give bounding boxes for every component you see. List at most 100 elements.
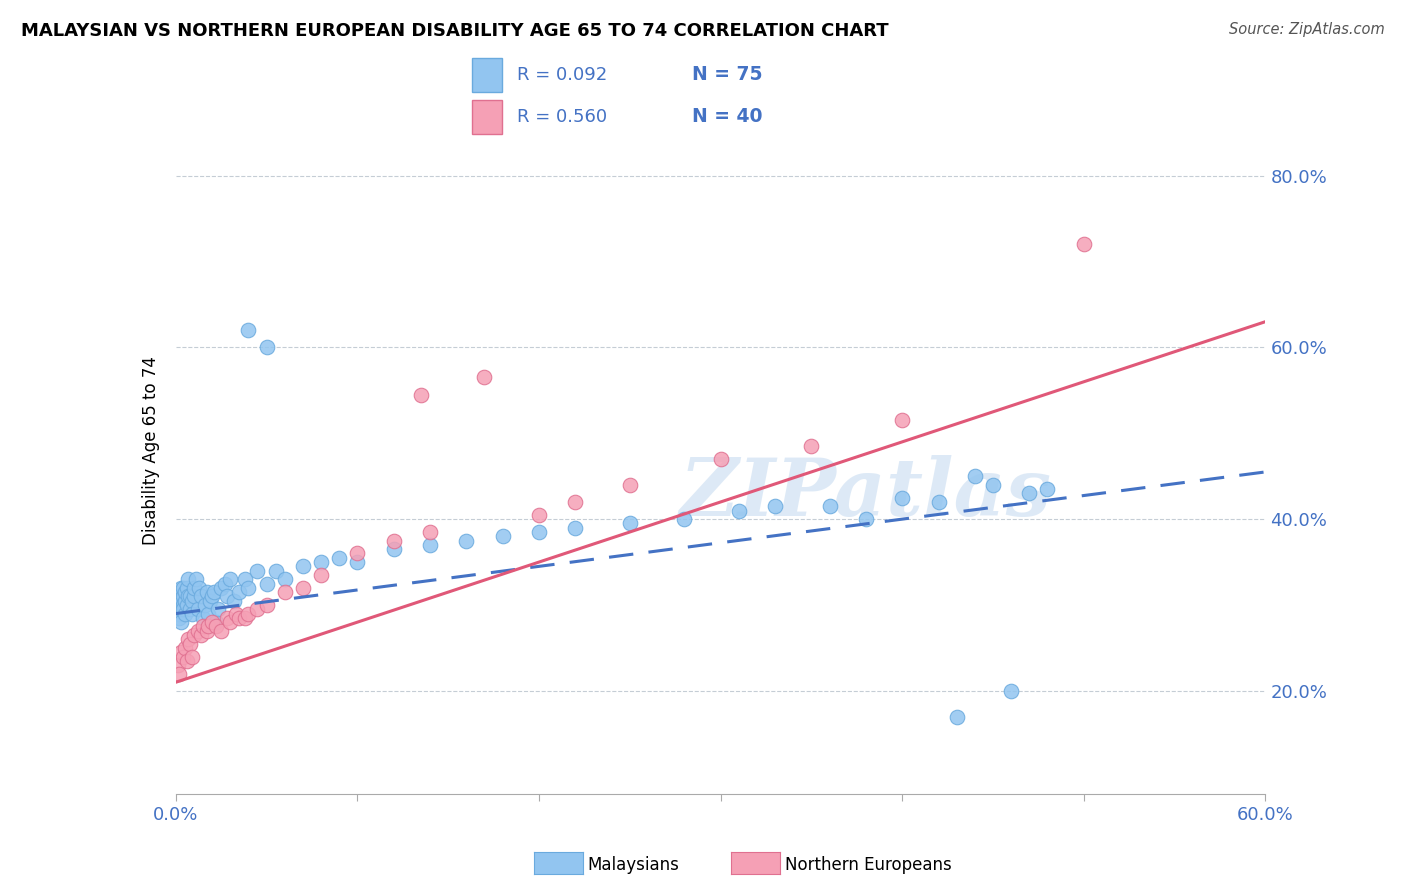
- Point: [274, 585, 297, 599]
- Point: [197, 619, 219, 633]
- Point: [173, 640, 195, 655]
- Point: [169, 666, 191, 681]
- Text: Northern Europeans: Northern Europeans: [785, 856, 952, 874]
- Point: [195, 624, 218, 638]
- Point: [172, 581, 194, 595]
- Point: [673, 512, 696, 526]
- Point: [981, 478, 1004, 492]
- Point: [209, 581, 232, 595]
- Point: [190, 628, 212, 642]
- Point: [188, 581, 211, 595]
- Point: [619, 516, 641, 531]
- Point: [309, 568, 332, 582]
- Point: [177, 632, 200, 647]
- Point: [166, 658, 188, 673]
- Text: Source: ZipAtlas.com: Source: ZipAtlas.com: [1229, 22, 1385, 37]
- Point: [173, 607, 195, 621]
- Text: R = 0.560: R = 0.560: [517, 108, 607, 126]
- Point: [238, 607, 260, 621]
- Point: [181, 649, 204, 664]
- Point: [191, 611, 214, 625]
- Point: [179, 602, 201, 616]
- Point: [256, 576, 278, 591]
- Point: [382, 533, 405, 548]
- Point: [763, 500, 786, 514]
- Point: [1073, 237, 1095, 252]
- Point: [186, 624, 209, 638]
- Point: [1036, 482, 1059, 496]
- Point: [291, 559, 314, 574]
- Text: N = 75: N = 75: [692, 65, 762, 85]
- Bar: [471, 100, 502, 134]
- Point: [963, 469, 986, 483]
- Point: [346, 555, 368, 569]
- Point: [527, 508, 550, 522]
- Point: [264, 564, 287, 578]
- Point: [945, 709, 967, 723]
- Point: [181, 607, 204, 621]
- Point: [166, 598, 188, 612]
- Point: [474, 370, 496, 384]
- Point: [246, 602, 269, 616]
- Point: [179, 590, 201, 604]
- Point: [891, 413, 914, 427]
- Point: [177, 572, 200, 586]
- Point: [176, 581, 198, 595]
- Point: [169, 607, 191, 621]
- Point: [170, 593, 193, 607]
- Point: [181, 593, 204, 607]
- Point: [184, 572, 207, 586]
- Point: [274, 572, 297, 586]
- Point: [207, 602, 229, 616]
- Point: [382, 542, 405, 557]
- Point: [564, 495, 586, 509]
- Point: [527, 524, 550, 539]
- Point: [818, 500, 841, 514]
- Point: [169, 611, 191, 625]
- Point: [215, 611, 238, 625]
- Point: [172, 649, 194, 664]
- Point: [166, 602, 188, 616]
- Point: [202, 585, 225, 599]
- Point: [201, 615, 224, 630]
- Point: [200, 593, 222, 607]
- Point: [183, 590, 205, 604]
- Point: [891, 491, 914, 505]
- Point: [191, 619, 214, 633]
- Point: [172, 602, 194, 616]
- Point: [176, 598, 198, 612]
- Point: [225, 607, 247, 621]
- Point: [170, 581, 193, 595]
- Text: R = 0.092: R = 0.092: [517, 66, 607, 84]
- Point: [170, 602, 193, 616]
- Point: [456, 533, 478, 548]
- Point: [309, 555, 332, 569]
- Point: [172, 590, 194, 604]
- Point: [291, 581, 314, 595]
- Text: MALAYSIAN VS NORTHERN EUROPEAN DISABILITY AGE 65 TO 74 CORRELATION CHART: MALAYSIAN VS NORTHERN EUROPEAN DISABILIT…: [21, 22, 889, 40]
- Point: [214, 576, 236, 591]
- Point: [201, 590, 224, 604]
- Point: [183, 628, 205, 642]
- Point: [238, 323, 260, 337]
- Point: [170, 615, 193, 630]
- Point: [855, 512, 877, 526]
- Point: [328, 550, 350, 565]
- Point: [710, 452, 733, 467]
- Point: [179, 637, 201, 651]
- Point: [256, 598, 278, 612]
- Text: ZIPatlas: ZIPatlas: [679, 455, 1052, 533]
- Point: [186, 602, 209, 616]
- Point: [233, 611, 256, 625]
- Point: [256, 340, 278, 354]
- Y-axis label: Disability Age 65 to 74: Disability Age 65 to 74: [142, 356, 160, 545]
- Point: [222, 593, 245, 607]
- Point: [492, 529, 515, 543]
- Point: [409, 387, 432, 401]
- Text: N = 40: N = 40: [692, 107, 762, 127]
- Point: [228, 585, 250, 599]
- Point: [172, 598, 194, 612]
- Text: Malaysians: Malaysians: [588, 856, 679, 874]
- Point: [419, 538, 441, 552]
- Point: [238, 581, 260, 595]
